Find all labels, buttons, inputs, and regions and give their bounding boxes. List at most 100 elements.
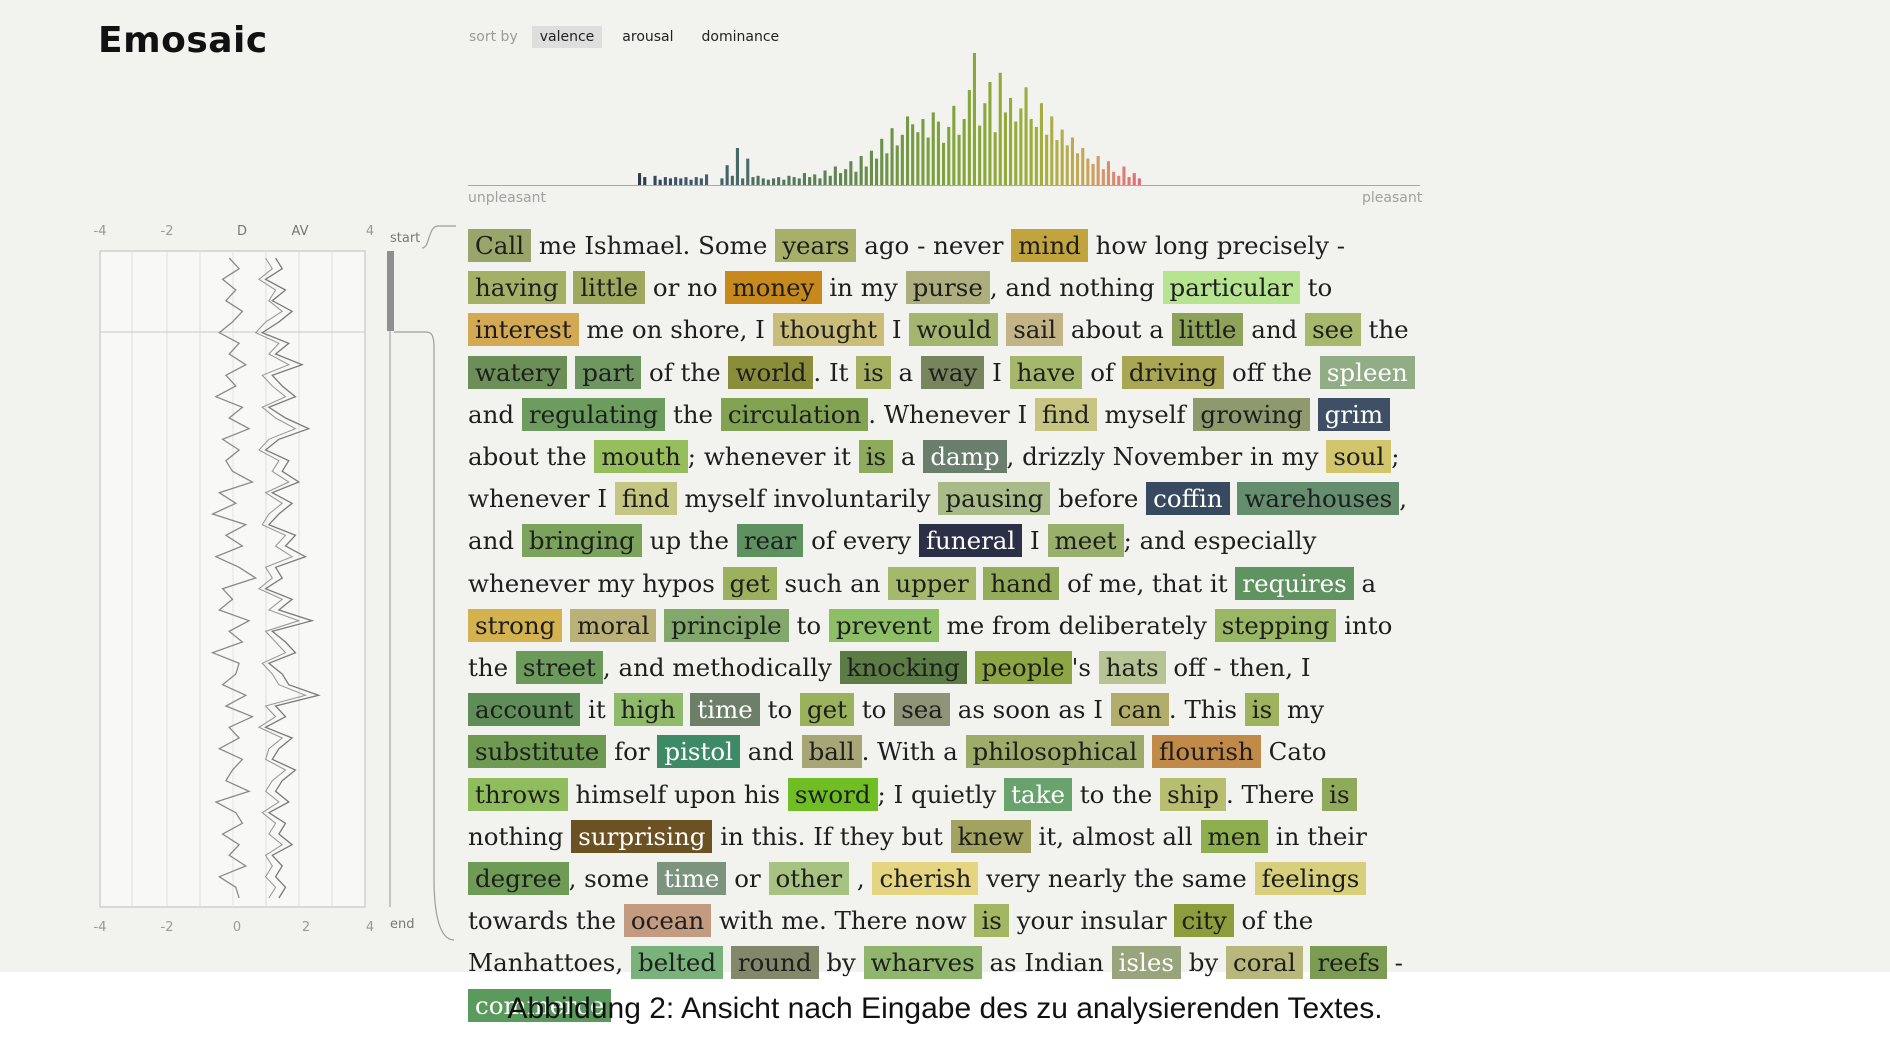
emotion-word[interactable]: purse bbox=[905, 271, 990, 305]
emotion-word[interactable]: little bbox=[1171, 313, 1244, 347]
emotion-word[interactable]: way bbox=[920, 355, 985, 389]
emotion-word[interactable]: stepping bbox=[1214, 608, 1337, 642]
plain-text: very nearly the same bbox=[986, 864, 1247, 894]
emotion-word[interactable]: is bbox=[856, 355, 891, 389]
emotion-word[interactable]: thought bbox=[772, 313, 885, 347]
emotion-word[interactable]: ship bbox=[1160, 777, 1226, 811]
emotion-word[interactable]: isles bbox=[1111, 946, 1181, 980]
emotion-word[interactable]: Call bbox=[468, 229, 532, 262]
emotion-word[interactable]: people bbox=[974, 651, 1072, 685]
emotion-word[interactable]: spleen bbox=[1319, 355, 1415, 389]
emotion-word[interactable]: is bbox=[1244, 693, 1280, 727]
emotion-word[interactable]: sea bbox=[894, 693, 950, 727]
emotion-word[interactable]: world bbox=[728, 355, 814, 389]
emotion-word[interactable]: growing bbox=[1193, 397, 1310, 431]
emotion-word[interactable]: soul bbox=[1326, 440, 1392, 474]
scroll-thumb[interactable] bbox=[387, 251, 394, 331]
emotion-word[interactable]: time bbox=[657, 862, 727, 896]
emotion-word[interactable]: ocean bbox=[623, 904, 712, 938]
emotion-word[interactable]: get bbox=[722, 566, 777, 600]
emotion-word[interactable]: account bbox=[468, 693, 581, 727]
emotion-word[interactable]: mouth bbox=[594, 440, 688, 474]
emotion-word[interactable]: hats bbox=[1098, 651, 1166, 685]
emotion-word[interactable]: take bbox=[1004, 777, 1072, 811]
emotion-word[interactable]: is bbox=[858, 440, 894, 474]
emotion-word[interactable]: pausing bbox=[938, 482, 1051, 516]
histogram-bar bbox=[787, 175, 791, 185]
emotion-word[interactable]: particular bbox=[1162, 271, 1300, 305]
emotion-word[interactable]: upper bbox=[888, 566, 976, 600]
emotion-word[interactable]: throws bbox=[468, 777, 568, 811]
emotion-word[interactable]: coral bbox=[1226, 946, 1303, 980]
emotion-word[interactable]: damp bbox=[923, 440, 1007, 474]
emotion-word[interactable]: prevent bbox=[828, 608, 939, 642]
app-panel: Emosaic sort by valence arousal dominanc… bbox=[0, 0, 1890, 1022]
emotion-word[interactable]: surprising bbox=[571, 819, 713, 853]
emotion-word[interactable]: is bbox=[974, 904, 1009, 938]
emotion-word[interactable]: regulating bbox=[521, 397, 666, 431]
emotion-word[interactable]: get bbox=[800, 693, 855, 727]
histogram-bar bbox=[679, 178, 683, 185]
emotion-word[interactable]: principle bbox=[664, 608, 789, 642]
histogram-bar bbox=[1070, 137, 1074, 185]
emotion-word[interactable]: moral bbox=[570, 608, 657, 642]
emotion-word[interactable]: coffin bbox=[1146, 482, 1230, 516]
emotion-word[interactable]: years bbox=[775, 229, 857, 262]
plain-text: in my bbox=[829, 273, 898, 303]
emotion-word[interactable]: requires bbox=[1235, 566, 1354, 600]
emotion-word[interactable]: little bbox=[573, 271, 646, 305]
emotion-word[interactable]: find bbox=[1034, 397, 1097, 431]
emotion-word[interactable]: ball bbox=[801, 735, 862, 769]
emotion-word[interactable]: rear bbox=[736, 524, 804, 558]
emotion-word[interactable]: street bbox=[515, 651, 603, 685]
emotion-word[interactable]: sword bbox=[787, 777, 878, 811]
sort-dominance-button[interactable]: dominance bbox=[701, 29, 780, 45]
emotion-word[interactable]: degree bbox=[468, 862, 569, 896]
emotion-word[interactable]: having bbox=[468, 271, 566, 305]
emotion-word[interactable]: high bbox=[613, 693, 683, 727]
emotion-word[interactable]: time bbox=[690, 693, 760, 727]
emotion-word[interactable]: knew bbox=[950, 819, 1031, 853]
sort-arousal-button[interactable]: arousal bbox=[622, 29, 674, 45]
plain-text: me from deliberately bbox=[946, 610, 1207, 640]
emotion-word[interactable]: have bbox=[1009, 355, 1083, 389]
emotion-word[interactable]: can bbox=[1110, 693, 1169, 727]
emotion-word[interactable]: warehouses bbox=[1237, 482, 1400, 516]
emotion-word[interactable]: bringing bbox=[521, 524, 642, 558]
emotion-word[interactable]: knocking bbox=[839, 651, 967, 685]
emotion-word[interactable]: is bbox=[1322, 777, 1357, 811]
emotion-word[interactable]: round bbox=[730, 946, 819, 980]
emotion-word[interactable]: find bbox=[614, 482, 677, 516]
emotion-word[interactable]: funeral bbox=[918, 524, 1023, 558]
emotion-word[interactable]: substitute bbox=[468, 735, 607, 769]
emotion-word[interactable]: men bbox=[1200, 819, 1269, 853]
emotion-word[interactable]: circulation bbox=[720, 397, 869, 431]
emotion-word[interactable]: wharves bbox=[863, 946, 982, 980]
emotion-word[interactable]: interest bbox=[468, 313, 579, 347]
emotion-word[interactable]: city bbox=[1174, 904, 1234, 938]
emotion-word[interactable]: belted bbox=[630, 946, 724, 980]
emotion-word[interactable]: grim bbox=[1317, 397, 1391, 431]
emotion-word[interactable]: watery bbox=[468, 355, 568, 389]
emotion-word[interactable]: commerce bbox=[468, 988, 612, 1022]
emotion-word[interactable]: mind bbox=[1011, 229, 1088, 262]
emotion-word[interactable]: pistol bbox=[657, 735, 740, 769]
emotion-word[interactable]: money bbox=[725, 271, 822, 305]
emotion-word[interactable]: strong bbox=[468, 608, 563, 642]
plain-text: , bbox=[856, 864, 865, 894]
sort-valence-button[interactable]: valence bbox=[531, 26, 603, 48]
emotion-word[interactable]: philosophical bbox=[965, 735, 1145, 769]
emotion-word[interactable]: meet bbox=[1047, 524, 1124, 558]
emotion-word[interactable]: feelings bbox=[1254, 862, 1367, 896]
emotion-word[interactable]: hand bbox=[983, 566, 1060, 600]
emotion-word[interactable]: other bbox=[768, 862, 850, 896]
emotion-word[interactable]: part bbox=[575, 355, 642, 389]
emotion-word[interactable]: sail bbox=[1006, 313, 1064, 347]
emotion-word[interactable]: flourish bbox=[1152, 735, 1261, 769]
emotion-word[interactable]: see bbox=[1305, 313, 1361, 347]
emotion-word[interactable]: reefs bbox=[1310, 946, 1387, 980]
emotion-word[interactable]: cherish bbox=[872, 862, 979, 896]
emotion-word[interactable]: would bbox=[909, 313, 999, 347]
emotion-word[interactable]: driving bbox=[1121, 355, 1225, 389]
plain-text: , and methodically bbox=[602, 653, 832, 683]
